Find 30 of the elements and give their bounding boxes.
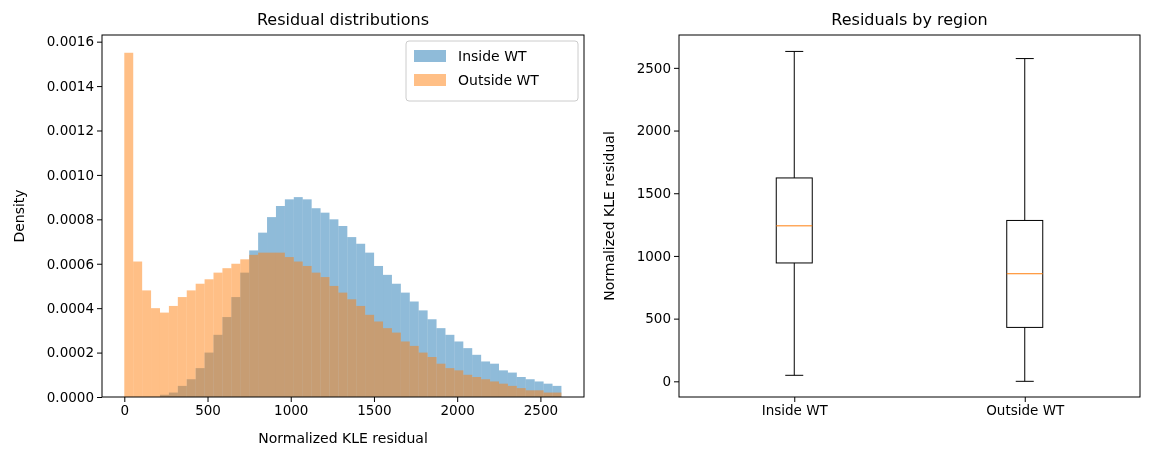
y-axis-title: Normalized KLE residual — [601, 131, 617, 301]
x-tick-label: Outside WT — [986, 401, 1066, 418]
y-tick-label: 0.0008 — [46, 211, 94, 228]
y-axis-title: Density — [11, 189, 27, 243]
x-tick-label: 1000 — [274, 401, 309, 418]
y-tick-label: 1500 — [636, 185, 671, 202]
chart-title: Residual distributions — [256, 10, 430, 29]
x-tick-label: Inside WT — [761, 401, 829, 418]
y-tick-label: 0.0002 — [46, 344, 94, 361]
y-tick-label: 0.0010 — [46, 166, 94, 183]
x-tick-label: 1500 — [357, 401, 392, 418]
x-tick-label: 2500 — [523, 401, 559, 418]
x-tick-label: 0 — [120, 401, 130, 418]
x-tick-label: 2000 — [440, 401, 475, 418]
y-tick-label: 0.0000 — [46, 388, 94, 405]
y-tick-label: 1000 — [636, 247, 671, 264]
x-tick-label: 500 — [195, 401, 221, 418]
y-tick-label: 500 — [645, 310, 671, 327]
y-tick-label: 0 — [662, 373, 671, 390]
x-axis-title: Normalized KLE residual — [258, 430, 428, 446]
legend-label: Outside WT — [458, 72, 540, 88]
y-tick-label: 0.0014 — [46, 77, 94, 94]
y-tick-label: 0.0004 — [46, 299, 94, 316]
chart-title: Residuals by region — [831, 10, 988, 29]
y-tick-label: 0.0006 — [46, 255, 94, 272]
y-tick-label: 2000 — [636, 122, 671, 139]
legend-label: Inside WT — [458, 48, 527, 64]
y-tick-label: 0.0016 — [46, 33, 94, 50]
y-tick-label: 2500 — [636, 59, 671, 76]
y-tick-label: 0.0012 — [46, 122, 94, 139]
